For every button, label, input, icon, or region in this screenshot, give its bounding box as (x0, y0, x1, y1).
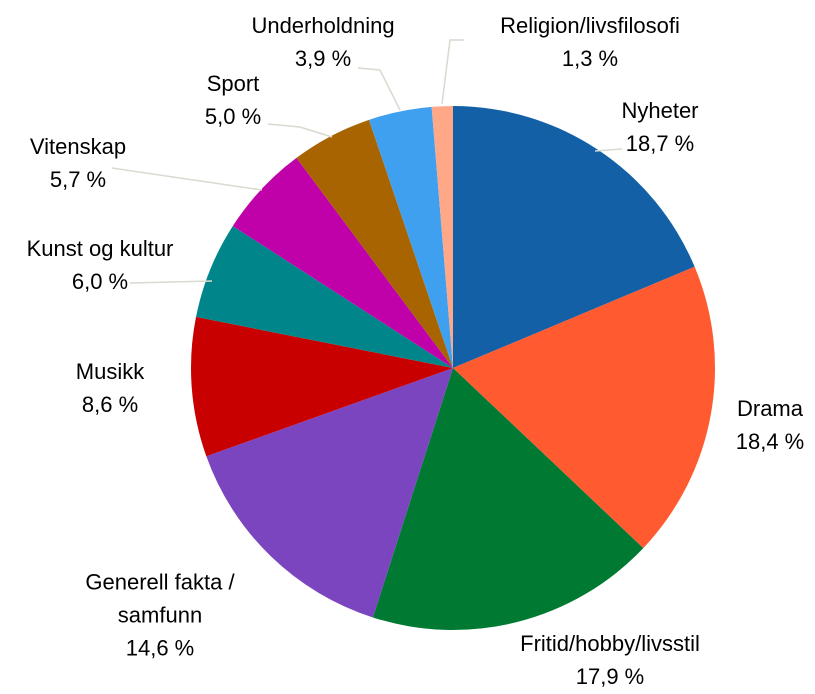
leader-line (267, 123, 333, 138)
pie-slice (296, 119, 453, 368)
category-label: Nyheter (621, 98, 699, 123)
slice-label: Generell fakta / samfunn 14,6 % (68, 566, 253, 665)
pie-slice (368, 106, 453, 369)
slice-label: Fritid/hobby/livsstil 17,9 % (520, 627, 700, 693)
pie-slice (190, 316, 453, 457)
value-label: 5,0 % (204, 104, 262, 129)
leader-line (129, 280, 213, 284)
value-label: 5,7 % (49, 167, 107, 192)
category-label: Kunst og kultur (26, 236, 174, 261)
value-label: 6,0 % (71, 269, 129, 294)
value-label: 14,6 % (125, 635, 195, 661)
leader-line (357, 67, 401, 111)
value-label: 17,9 % (575, 664, 645, 689)
slice-label: Sport 5,0 % (205, 67, 261, 133)
pie-slice (206, 368, 453, 618)
value-label: 8,6 % (81, 392, 139, 417)
pie-slice (453, 106, 695, 368)
pie-slice (196, 226, 453, 368)
value-label: 18,4 % (735, 429, 805, 454)
category-label: Fritid/hobby/livsstil (520, 631, 700, 656)
value-label: 1,3 % (561, 46, 619, 71)
category-label: Vitenskap (29, 134, 127, 159)
pie-slice (232, 157, 453, 368)
value-label: 3,9 % (294, 46, 352, 71)
slice-label: Vitenskap 5,7 % (30, 130, 126, 196)
pie-slice (372, 368, 644, 630)
slice-label: Drama 18,4 % (736, 392, 805, 458)
leader-line (594, 148, 623, 152)
pie-slice (431, 106, 453, 368)
slice-label: Kunst og kultur 6,0 % (27, 232, 174, 298)
category-label: Sport (206, 71, 260, 96)
category-label: Musikk (75, 359, 145, 384)
slice-label: Underholdning 3,9 % (251, 9, 394, 75)
pie-slice (453, 266, 716, 549)
slice-label: Musikk 8,6 % (76, 355, 144, 421)
leader-line (111, 167, 263, 191)
slice-label: Religion/livsfilosofi 1,3 % (500, 9, 680, 75)
leader-line (441, 39, 464, 105)
category-label: Drama (736, 396, 803, 421)
category-label: Religion/livsfilosofi (500, 13, 680, 38)
value-label: 18,7 % (625, 131, 695, 156)
slice-label: Nyheter 18,7 % (621, 94, 698, 160)
category-label: Underholdning (251, 13, 395, 38)
category-label: Generell fakta / samfunn (85, 569, 235, 628)
